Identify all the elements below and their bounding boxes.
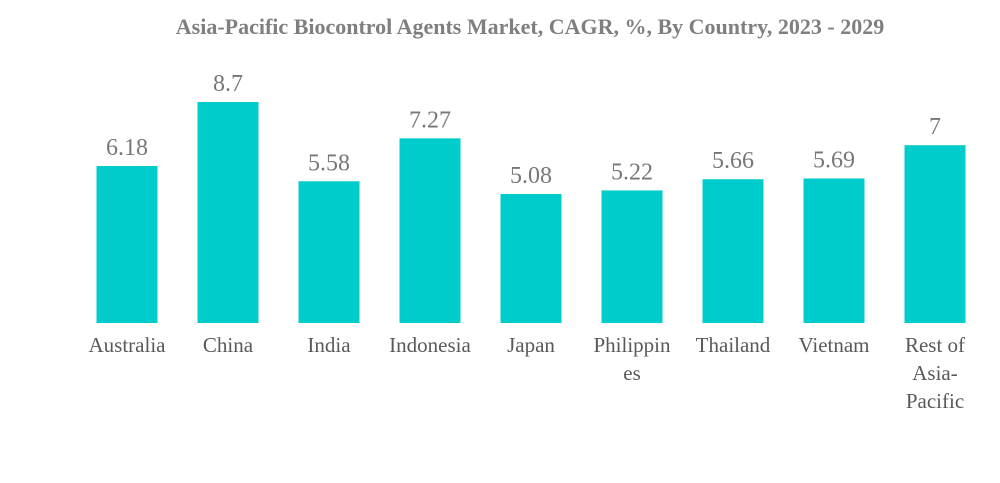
category-label: Japan	[507, 333, 555, 357]
value-label: 5.66	[712, 148, 754, 174]
category-label: Rest of Asia-Pacific	[905, 333, 965, 413]
value-label: 7.27	[409, 107, 451, 133]
value-label: 5.22	[611, 159, 653, 185]
value-label: 5.69	[813, 147, 855, 173]
bar-china	[197, 102, 259, 324]
bar-australia	[96, 166, 158, 323]
value-label: 5.58	[308, 150, 350, 176]
bar-rest-of-asia-pacific	[904, 145, 966, 323]
value-label: 7	[929, 114, 941, 140]
bar-japan	[500, 193, 562, 323]
category-label: Indonesia	[389, 333, 471, 357]
bar-vietnam	[803, 178, 865, 323]
category-label: China	[203, 333, 254, 357]
category-label: Philippin es	[593, 333, 671, 385]
bar-indonesia	[399, 138, 461, 323]
value-label: 6.18	[106, 135, 148, 161]
category-label: Thailand	[696, 333, 771, 357]
value-label: 5.08	[510, 163, 552, 189]
bar-thailand	[702, 179, 764, 323]
bar-india	[298, 181, 360, 323]
category-label: India	[307, 333, 351, 357]
category-label: Australia	[89, 333, 167, 357]
category-label: Vietnam	[798, 333, 869, 357]
bar-philippines	[601, 190, 663, 323]
chart-title: Asia-Pacific Biocontrol Agents Market, C…	[175, 14, 885, 39]
value-label: 8.7	[213, 71, 243, 97]
